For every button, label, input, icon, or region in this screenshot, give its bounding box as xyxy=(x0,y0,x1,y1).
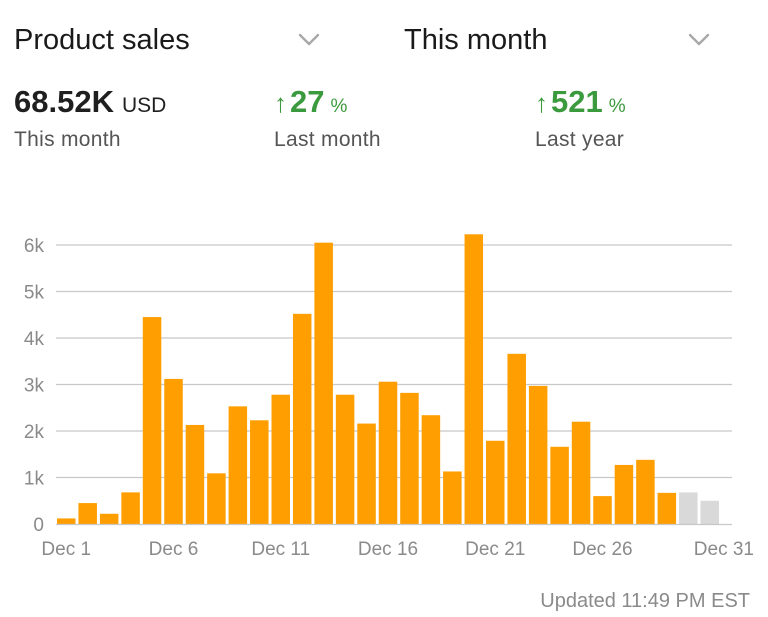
bar[interactable] xyxy=(486,440,505,524)
stat-last-year: ↑ 521 % Last year xyxy=(535,84,626,152)
stat-label: Last year xyxy=(535,128,625,151)
bar[interactable] xyxy=(57,518,76,524)
bar[interactable] xyxy=(679,492,698,524)
stat-value: 68.52K xyxy=(14,84,114,119)
bar[interactable] xyxy=(443,471,462,524)
stat-unit: USD xyxy=(121,94,167,117)
bar[interactable] xyxy=(421,415,441,524)
x-tick-label: Dec 6 xyxy=(149,539,199,560)
period-dropdown-label: This month xyxy=(404,23,548,56)
bar[interactable] xyxy=(185,424,205,524)
stat-value: 521 xyxy=(551,84,603,119)
bar[interactable] xyxy=(357,423,376,524)
metric-dropdown-label: Product sales xyxy=(14,23,190,56)
bar[interactable] xyxy=(636,459,655,524)
arrow-up-icon: ↑ xyxy=(274,88,287,118)
bar[interactable] xyxy=(571,421,591,524)
bar[interactable] xyxy=(614,464,634,524)
metric-dropdown[interactable]: Product sales xyxy=(14,18,320,62)
stat-label: This month xyxy=(14,128,121,151)
y-tick-label: 1k xyxy=(24,469,45,490)
bar[interactable] xyxy=(250,420,269,524)
arrow-up-icon: ↑ xyxy=(535,88,548,118)
bar[interactable] xyxy=(142,317,162,524)
x-tick-label: Dec 1 xyxy=(41,539,91,560)
y-tick-label: 4k xyxy=(24,329,45,350)
stat-label: Last month xyxy=(274,128,381,151)
bar[interactable] xyxy=(207,473,226,524)
bar[interactable] xyxy=(121,492,140,524)
bar[interactable] xyxy=(164,378,183,524)
x-tick-label: Dec 26 xyxy=(572,539,632,560)
bar[interactable] xyxy=(550,446,569,524)
stat-unit: % xyxy=(330,96,348,117)
x-tick-label: Dec 16 xyxy=(358,539,418,560)
bar[interactable] xyxy=(99,513,119,524)
y-tick-label: 6k xyxy=(24,236,45,257)
x-tick-label: Dec 31 xyxy=(694,539,754,560)
stat-last-month: ↑ 27 % Last month xyxy=(274,84,381,152)
bar[interactable] xyxy=(292,313,312,524)
chevron-down-icon xyxy=(298,33,320,46)
bar[interactable] xyxy=(507,353,526,524)
y-tick-label: 5k xyxy=(24,283,45,304)
bar[interactable] xyxy=(700,500,720,524)
y-tick-label: 3k xyxy=(24,376,45,397)
bar[interactable] xyxy=(593,496,612,524)
bar[interactable] xyxy=(335,394,355,524)
period-dropdown[interactable]: This month xyxy=(404,18,710,62)
bar[interactable] xyxy=(314,242,333,525)
stat-unit: % xyxy=(608,96,626,117)
bar[interactable] xyxy=(378,381,398,524)
bar[interactable] xyxy=(464,234,484,524)
bar[interactable] xyxy=(400,392,419,524)
y-tick-label: 2k xyxy=(24,422,45,443)
updated-timestamp: Updated 11:49 PM EST xyxy=(540,590,750,612)
stat-value: 27 xyxy=(290,84,325,119)
bar[interactable] xyxy=(271,394,291,524)
x-tick-label: Dec 11 xyxy=(251,539,310,560)
chevron-down-icon xyxy=(688,33,710,46)
bar[interactable] xyxy=(228,406,248,524)
bar[interactable] xyxy=(657,492,677,524)
sales-bar-chart: 0 1k 2k 3k 4k 5k 6k Dec 1 Dec 6 Dec 11 Dec 16 Dec 2… xyxy=(24,234,754,560)
bar[interactable] xyxy=(78,503,97,524)
y-tick-label: 0 xyxy=(33,515,44,536)
stat-this-month: 68.52K USD This month xyxy=(14,84,166,152)
bar[interactable] xyxy=(528,385,548,524)
x-tick-label: Dec 21 xyxy=(465,539,525,560)
